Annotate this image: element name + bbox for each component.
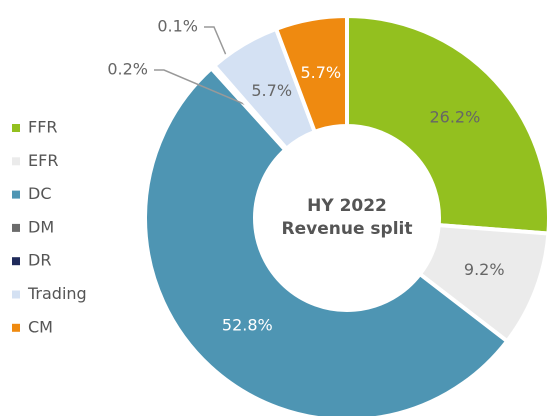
legend-swatch (12, 190, 20, 199)
value-label: 26.2% (429, 108, 480, 127)
legend-swatch (12, 257, 20, 266)
donut-slice (345, 14, 548, 236)
legend-label: FFR (28, 118, 58, 137)
value-label: 0.1% (157, 17, 198, 36)
center-title: Revenue split (282, 219, 413, 239)
legend-swatch (12, 223, 20, 232)
legend-label: CM (28, 317, 53, 336)
center-title: HY 2022 (307, 196, 387, 216)
value-label: 0.2% (107, 60, 148, 79)
legend-label: DR (28, 251, 51, 270)
donut-slice (143, 66, 510, 416)
leader-line (154, 69, 246, 106)
value-label: 5.7% (300, 63, 341, 82)
donut-slice (274, 14, 349, 134)
legend-label: Trading (27, 284, 87, 303)
legend-label: EFR (28, 151, 58, 170)
legend-label: DM (28, 217, 54, 236)
value-label: 5.7% (251, 81, 292, 100)
legend-swatch (12, 124, 20, 132)
legend-swatch (12, 157, 20, 166)
legend-label: DC (28, 184, 52, 203)
legend-swatch (12, 290, 20, 299)
value-label: 52.8% (222, 316, 273, 335)
value-label: 9.2% (464, 260, 505, 279)
legend-swatch (12, 323, 20, 332)
